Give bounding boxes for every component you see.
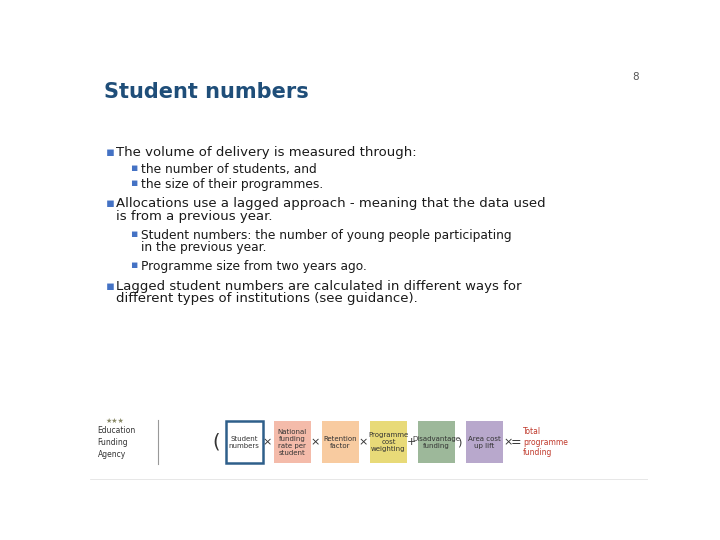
Text: Student numbers: Student numbers [104,82,309,102]
Text: ★★★: ★★★ [106,418,125,424]
Text: Student
numbers: Student numbers [229,436,260,449]
Text: different types of institutions (see guidance).: different types of institutions (see gui… [117,292,418,305]
Text: ×: × [263,437,272,447]
Text: ▪: ▪ [106,197,114,210]
Text: Allocations use a lagged approach - meaning that the data used: Allocations use a lagged approach - mean… [117,197,546,210]
Text: ▪: ▪ [130,229,138,239]
Text: Total
programme
funding: Total programme funding [523,427,568,457]
Bar [418,421,455,463]
Text: The volume of delivery is measured through:: The volume of delivery is measured throu… [117,146,417,159]
Bar [274,421,311,463]
Text: ▪: ▪ [130,178,138,188]
Text: ×: × [503,437,513,447]
Text: +: + [407,437,416,447]
Text: in the previous year.: in the previous year. [141,241,266,254]
Text: Programme
cost
weighting: Programme cost weighting [368,432,408,452]
Text: Programme size from two years ago.: Programme size from two years ago. [141,260,367,273]
Bar [466,421,503,463]
Text: the number of students, and: the number of students, and [141,163,317,176]
Text: Area cost
up lift: Area cost up lift [468,436,501,449]
Text: the size of their programmes.: the size of their programmes. [141,178,323,191]
Text: Lagged student numbers are calculated in different ways for: Lagged student numbers are calculated in… [117,280,522,293]
Text: ▪: ▪ [130,163,138,173]
Text: ×: × [359,437,368,447]
Text: ▪: ▪ [106,146,114,159]
Text: National
funding
rate per
student: National funding rate per student [278,429,307,456]
Text: Student numbers: the number of young people participating: Student numbers: the number of young peo… [141,229,512,242]
Text: is from a previous year.: is from a previous year. [117,210,273,222]
Text: ): ) [457,437,462,447]
Bar [225,421,263,463]
Text: (: ( [212,433,220,451]
Text: ×: × [311,437,320,447]
Bar [370,421,407,463]
Text: Disadvantage
funding: Disadvantage funding [413,436,460,449]
Text: Retention
factor: Retention factor [323,436,357,449]
Text: ▪: ▪ [106,280,114,293]
Text: Education
Funding
Agency: Education Funding Agency [98,426,136,458]
Text: ▪: ▪ [130,260,138,271]
Bar [322,421,359,463]
Text: 8: 8 [632,72,639,83]
Text: =: = [510,436,521,449]
